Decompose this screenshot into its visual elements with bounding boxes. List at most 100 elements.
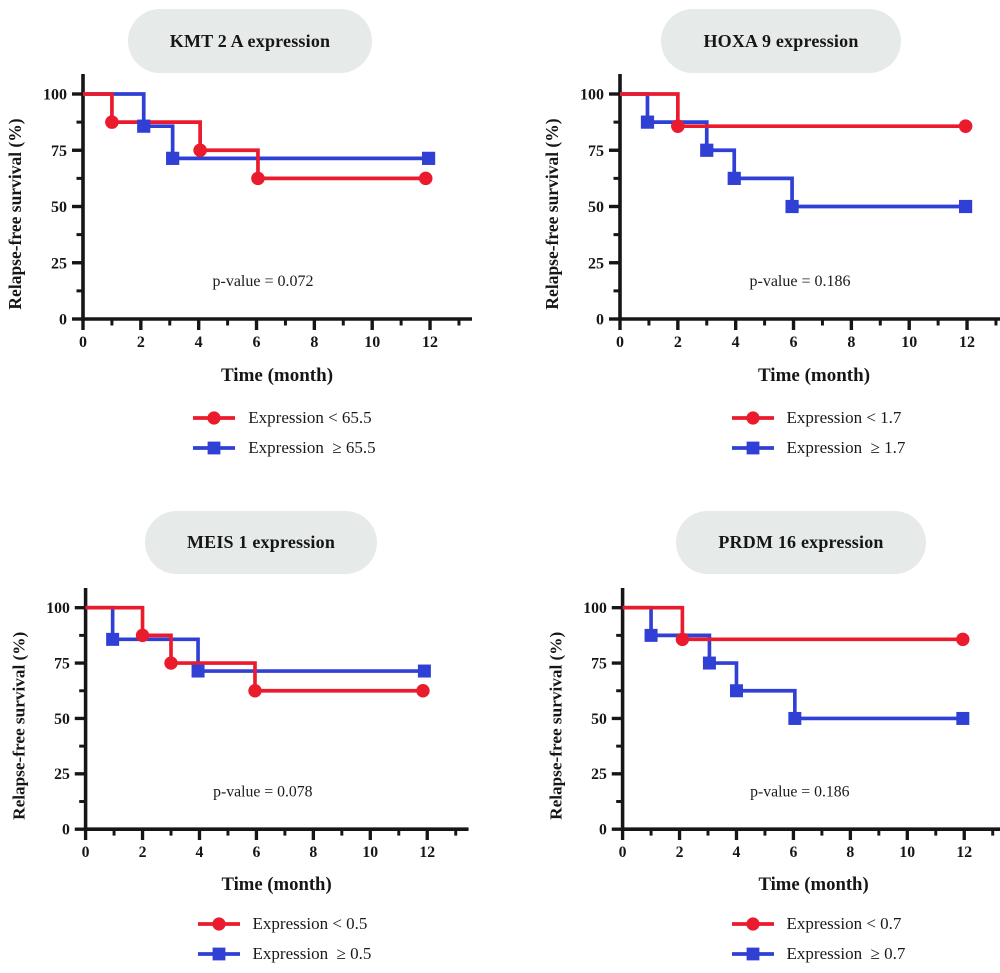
svg-text:0: 0	[619, 844, 627, 861]
svg-text:4: 4	[195, 334, 203, 351]
legend-item: Expression < 65.5	[192, 407, 375, 429]
svg-text:6: 6	[252, 844, 260, 861]
svg-text:8: 8	[847, 334, 855, 351]
legend: Expression < 65.5 Expression ≥ 65.5	[192, 407, 376, 467]
square-markers	[137, 119, 436, 165]
square-marker-icon	[731, 441, 774, 455]
svg-text:75: 75	[54, 655, 70, 672]
square-marker-icon	[197, 947, 240, 961]
x-tick-labels: 0 2 4 6 8 10 12	[79, 334, 438, 351]
panel-title-pill: KMT 2 A expression	[127, 9, 373, 73]
svg-text:0: 0	[599, 822, 607, 839]
panel-title: HOXA 9 expression	[703, 30, 859, 51]
svg-text:25: 25	[588, 255, 604, 272]
x-axis-label: Time (month)	[758, 874, 868, 895]
survival-curve	[620, 92, 966, 129]
y-tick-labels: 0 25 50 75 100	[46, 600, 70, 839]
svg-text:100: 100	[583, 600, 607, 617]
survival-curve	[620, 92, 966, 209]
survival-curve	[83, 92, 429, 161]
x-axis-label: Time (month)	[758, 365, 870, 386]
square-marker-icon	[731, 947, 774, 961]
legend-label: Expression < 0.7	[786, 914, 902, 933]
svg-text:10: 10	[901, 334, 917, 351]
x-tick-labels: 0 2 4 6 8 10 12	[82, 844, 436, 861]
circle-markers	[675, 632, 970, 647]
svg-text:2: 2	[139, 844, 147, 861]
svg-text:0: 0	[82, 844, 90, 861]
p-value-label: p-value = 0.078	[213, 784, 313, 801]
panel-title: KMT 2 A expression	[169, 30, 331, 51]
y-tick-labels: 0 25 50 75 100	[583, 600, 607, 839]
svg-text:12: 12	[956, 844, 972, 861]
svg-text:10: 10	[362, 844, 378, 861]
x-tick-labels: 0 2 4 6 8 10 12	[616, 334, 975, 351]
svg-text:75: 75	[51, 143, 67, 160]
km-panel-prdm16: PRDM 16 expression 0 2 4 6 8 10 12 0 25 50 75 100 Ti…	[500, 490, 1000, 973]
x-axis-label: Time (month)	[221, 874, 331, 895]
circle-marker-icon	[197, 917, 240, 931]
x-tick-labels: 0 2 4 6 8 10 12	[619, 844, 973, 861]
legend-label: Expression ≥ 0.5	[252, 944, 372, 963]
svg-text:50: 50	[588, 199, 604, 216]
svg-text:2: 2	[674, 334, 682, 351]
svg-text:0: 0	[79, 334, 87, 351]
circle-markers	[671, 119, 973, 133]
square-markers	[106, 632, 431, 678]
legend-label: Expression < 0.5	[252, 914, 368, 933]
y-axis-label: Relapse-free survival (%)	[547, 632, 566, 820]
circle-marker-icon	[731, 411, 774, 425]
svg-text:12: 12	[419, 844, 435, 861]
svg-text:8: 8	[309, 844, 317, 861]
y-axis-label: Relapse-free survival (%)	[10, 632, 29, 820]
svg-text:4: 4	[733, 844, 741, 861]
svg-text:25: 25	[591, 766, 607, 783]
svg-text:10: 10	[899, 844, 915, 861]
legend-item: Expression < 0.5	[197, 913, 372, 935]
svg-text:4: 4	[732, 334, 740, 351]
svg-text:6: 6	[790, 334, 798, 351]
p-value-label: p-value = 0.186	[750, 784, 850, 801]
svg-text:2: 2	[676, 844, 684, 861]
y-axis-label: Relapse-free survival (%)	[5, 118, 25, 309]
p-value-label: p-value = 0.072	[213, 273, 314, 290]
legend-label: Expression ≥ 0.7	[786, 944, 906, 963]
panel-title-pill: HOXA 9 expression	[661, 9, 901, 73]
km-chart: 0 2 4 6 8 10 12 0 25 50 75 100 Time (month) Relapse-f…	[547, 588, 1000, 895]
legend-item: Expression ≥ 65.5	[192, 437, 376, 459]
svg-text:0: 0	[596, 312, 604, 329]
axes	[611, 588, 1000, 841]
svg-text:50: 50	[54, 711, 70, 728]
axes	[72, 74, 472, 330]
svg-text:6: 6	[789, 844, 797, 861]
svg-text:8: 8	[310, 334, 318, 351]
km-panel-kmt2a: KMT 2 A expression 0 2 4 6 8 10 12 0 25 50 75 100 Ti…	[0, 0, 500, 490]
circle-markers	[135, 628, 430, 698]
svg-text:2: 2	[137, 334, 145, 351]
survival-curve	[83, 92, 426, 181]
circle-markers	[105, 115, 433, 186]
svg-text:100: 100	[43, 87, 67, 104]
p-value-label: p-value = 0.186	[750, 273, 851, 290]
y-tick-labels: 0 25 50 75 100	[43, 87, 67, 329]
survival-curve	[622, 605, 963, 721]
svg-text:0: 0	[59, 312, 67, 329]
survival-curve	[622, 605, 963, 642]
svg-text:12: 12	[422, 334, 438, 351]
legend-label: Expression ≥ 65.5	[248, 438, 376, 457]
y-axis-label: Relapse-free survival (%)	[542, 118, 562, 309]
axes	[74, 588, 469, 841]
panel-title-pill: MEIS 1 expression	[144, 511, 378, 574]
panel-title: PRDM 16 expression	[718, 532, 884, 552]
legend: Expression < 1.7 Expression ≥ 1.7	[731, 407, 905, 467]
legend-item: Expression < 0.7	[731, 913, 906, 935]
circle-marker-icon	[731, 917, 774, 931]
legend-item: Expression ≥ 0.7	[731, 943, 906, 965]
svg-text:4: 4	[196, 844, 204, 861]
legend-item: Expression ≥ 1.7	[731, 437, 905, 459]
y-tick-labels: 0 25 50 75 100	[580, 87, 604, 329]
legend-label: Expression < 1.7	[786, 408, 902, 427]
km-chart: 0 2 4 6 8 10 12 0 25 50 75 100 Time (month) Relapse-f…	[5, 74, 472, 386]
svg-text:0: 0	[616, 334, 624, 351]
svg-text:25: 25	[54, 766, 70, 783]
